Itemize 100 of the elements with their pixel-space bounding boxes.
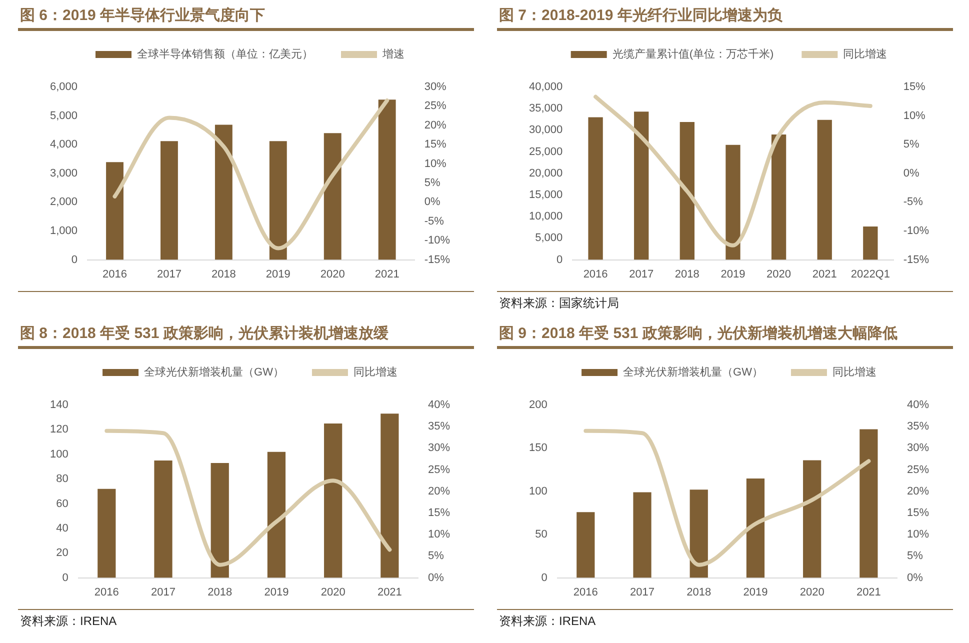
y-tick-label: 20,000 [528,167,563,180]
text: 资料来源：国家统计局 [497,291,953,314]
line-series [584,428,871,567]
line-series [594,94,872,248]
y2-tick-label: 15% [424,138,447,151]
legend-label: 同比增速 [832,366,876,379]
y2-tick-label: -5% [424,215,444,228]
bar [576,512,595,578]
line-series [104,428,392,567]
bar [380,414,399,578]
bar [378,100,396,260]
y-tick-label: 40,000 [528,81,563,94]
text: 资料来源：IRENA [18,609,474,632]
y-tick-label: 60 [56,498,68,510]
y-tick-label: 5,000 [535,232,563,244]
y2-tick-label: 40% [906,399,930,412]
y2-tick-label: 20% [906,485,930,498]
y-tick-label: 40 [56,522,68,534]
y-tick-label: 0 [62,572,68,584]
legend-label: 全球半导体销售额（单位：亿美元） [137,48,313,61]
y-tick-label: 25,000 [528,146,563,158]
y2-tick-label: 0% [424,196,440,208]
y2-tick-label: 15% [903,81,926,94]
legend-label: 全球光伏新增装机量（GW） [623,366,763,379]
y2-tick-label: 15% [428,507,450,520]
line-series [112,98,390,250]
bar [633,492,652,578]
x-tick-label: 2018 [674,268,700,280]
chart-title: 图 7：2018-2019 年光纤行业同比增速为负 [497,4,953,31]
y-tick-label: 0 [541,572,548,584]
bar [210,463,229,578]
x-tick-label: 2022Q1 [850,268,890,280]
bar [726,144,740,260]
y2-tick-label: 35% [906,420,930,433]
y2-tick-label: 5% [903,138,920,151]
x-tick-label: 2020 [320,268,345,280]
y2-tick-label: -10% [903,225,930,238]
x-tick-label: 2016 [94,586,119,598]
y-tick-label: 100 [528,485,548,498]
chart-title: 图 8：2018 年受 531 政策影响，光伏累计装机增速放缓 [18,322,474,349]
bar [803,460,822,578]
x-tick-label: 2021 [377,586,402,598]
bar [817,120,832,260]
bar [324,133,342,260]
x-tick-label: 2021 [856,586,881,598]
text: 资料来源：IRENA [497,609,953,632]
x-tick-label: 2019 [743,586,768,598]
y2-tick-label: 5% [428,550,444,562]
y-tick-label: 35,000 [528,102,563,115]
x-tick-label: 2021 [812,268,837,280]
y2-tick-label: 25% [424,100,447,112]
y-tick-label: 15,000 [528,189,563,202]
legend-label: 同比增速 [843,48,888,61]
y-tick-label: 80 [56,473,68,486]
y2-tick-label: -5% [903,196,924,208]
bar [746,478,765,578]
x-tick-label: 2018 [686,586,712,598]
x-tick-label: 2017 [151,586,176,598]
y2-tick-label: -15% [424,254,450,266]
y2-tick-label: 15% [906,507,930,520]
y-tick-label: 0 [556,254,563,266]
bar [771,134,786,260]
y-tick-label: 2,000 [50,196,78,208]
y-tick-label: 20 [56,547,68,560]
chart-title: 图 9：2018 年受 531 政策影响，光伏新增装机增速大幅降低 [497,322,953,349]
y-tick-label: 3,000 [50,167,78,180]
x-tick-label: 2016 [583,268,608,280]
y2-tick-label: 30% [906,442,930,454]
y-tick-label: 200 [528,399,548,412]
y-tick-label: 10,000 [528,210,563,223]
y2-tick-label: 0% [903,167,920,180]
x-tick-label: 2020 [766,268,792,280]
y2-tick-label: 40% [428,399,450,412]
x-tick-label: 2017 [630,586,655,598]
x-tick-label: 2019 [264,586,289,598]
y2-tick-label: -10% [424,234,450,247]
y-tick-label: 120 [50,424,68,436]
x-tick-label: 2018 [208,586,232,598]
y2-tick-label: 10% [903,110,926,122]
y-tick-label: 5,000 [50,110,78,122]
y-tick-label: 1,000 [50,225,78,238]
bar [324,424,342,578]
bar [269,141,287,260]
y2-tick-label: 20% [428,485,450,498]
x-tick-label: 2016 [102,268,127,280]
bar [160,141,178,260]
legend-label: 增速 [382,48,404,61]
bar [267,452,286,578]
x-tick-label: 2017 [629,268,654,280]
bar [214,124,232,260]
bar [860,429,878,578]
y-tick-label: 140 [50,399,68,412]
x-tick-label: 2019 [266,268,290,280]
x-tick-label: 2021 [374,268,400,280]
y2-tick-label: 30% [428,442,450,454]
bar [863,226,878,260]
y2-tick-label: 0% [428,572,444,584]
x-tick-label: 2020 [320,586,346,598]
y-tick-label: 100 [50,448,68,460]
chart-title: 图 6：2019 年半导体行业景气度向下 [18,4,474,31]
